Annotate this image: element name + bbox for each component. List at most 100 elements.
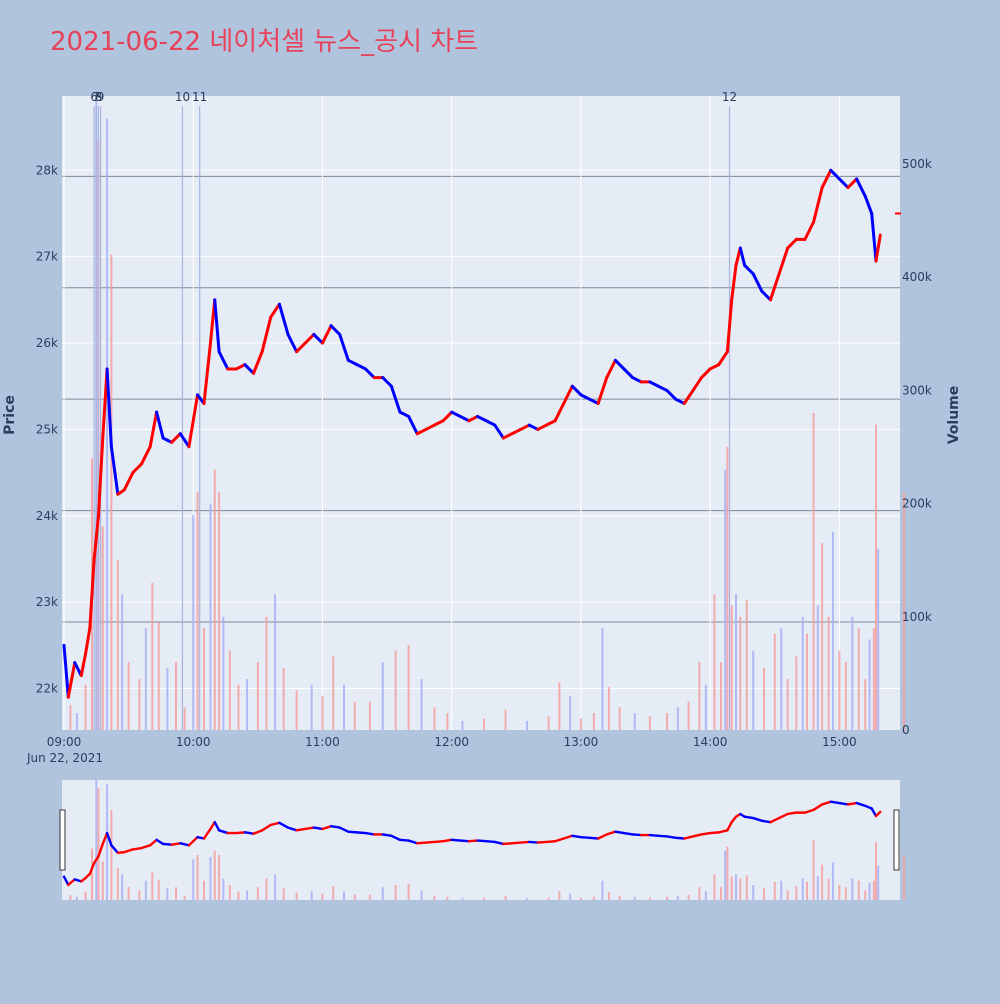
price-segment	[389, 384, 402, 414]
nav-volume-bar	[633, 896, 636, 900]
volume-bar	[407, 645, 410, 730]
price-segment	[96, 436, 105, 518]
nav-price-segment	[870, 807, 878, 818]
nav-volume-bar	[838, 885, 841, 900]
nav-price-segment	[101, 831, 109, 846]
price-segment	[682, 389, 695, 405]
nav-price-segment	[110, 844, 120, 855]
volume-bar	[730, 605, 733, 730]
price-segment	[730, 263, 738, 302]
nav-price-segment	[252, 829, 264, 835]
nav-price-segment	[131, 846, 143, 851]
nav-volume-bar	[579, 897, 582, 900]
volume-bar	[877, 548, 880, 730]
nav-volume-bar	[526, 898, 529, 900]
nav-price-segment	[752, 816, 764, 822]
volume-bar	[222, 616, 225, 730]
nav-price-segment	[390, 834, 402, 842]
nav-volume-bar	[877, 865, 880, 900]
volume-bar	[433, 707, 436, 730]
nav-price-segment	[605, 830, 617, 836]
nav-price-segment	[717, 829, 729, 834]
nav-price-segment	[355, 831, 367, 835]
price-segment	[122, 471, 135, 492]
price-segment	[874, 233, 882, 263]
nav-volume-bar	[213, 850, 216, 900]
range-slider-left-handle[interactable]	[59, 809, 66, 871]
price-segment	[738, 246, 747, 267]
y2-tick-label: 200k	[902, 497, 932, 511]
nav-volume-bar	[256, 887, 259, 900]
chart-title: 2021-06-22 네이처셀 뉴스_공시 차트	[50, 27, 478, 57]
nav-price-segment	[407, 839, 419, 845]
nav-volume-bar	[821, 864, 824, 900]
volume-bar	[903, 492, 905, 730]
nav-price-segment	[596, 833, 608, 840]
price-segment	[570, 384, 583, 397]
price-segment	[493, 423, 505, 440]
price-segment	[178, 432, 191, 449]
nav-volume-bar	[144, 880, 147, 900]
nav-volume-bar	[183, 895, 186, 900]
price-segment	[700, 367, 712, 380]
event-label: 6	[90, 90, 98, 104]
volume-bar	[166, 667, 169, 730]
volume-bar	[84, 684, 87, 730]
volume-bar	[844, 662, 847, 730]
nav-volume-bar	[282, 888, 285, 900]
y2-tick-label: 500k	[902, 157, 932, 171]
nav-volume-bar	[724, 850, 727, 900]
nav-price-segment	[588, 836, 600, 840]
volume-bar	[851, 616, 854, 730]
nav-price-segment	[743, 815, 755, 820]
price-segment	[140, 445, 152, 466]
volume-bar	[864, 679, 867, 730]
nav-price-segment	[123, 848, 135, 854]
nav-volume-bar	[394, 885, 397, 900]
nav-volume-bar	[310, 891, 313, 900]
volume-bar	[483, 718, 485, 730]
nav-volume-bar	[773, 881, 776, 900]
price-segment	[536, 423, 548, 431]
volume-bar	[446, 713, 449, 730]
range-slider-right-handle[interactable]	[893, 809, 900, 871]
nav-price-segment	[170, 842, 182, 846]
grid-lines	[62, 96, 900, 730]
range-slider-series	[62, 780, 905, 900]
volume-bar	[821, 543, 824, 730]
volume-bar	[218, 492, 221, 730]
volume-bar	[745, 599, 748, 730]
price-segment	[656, 384, 669, 393]
price-segment	[88, 557, 96, 630]
event-label: 10	[175, 90, 190, 104]
nav-volume-bar	[97, 788, 100, 900]
volume-bar	[547, 716, 550, 730]
price-segment	[260, 315, 273, 354]
y-tick-label: 27k	[36, 250, 58, 264]
price-segment	[743, 263, 755, 276]
nav-price-segment	[441, 838, 453, 843]
event-label: 7	[92, 90, 100, 104]
price-segment	[691, 376, 704, 393]
volume-bar	[831, 531, 834, 730]
price-segment	[846, 177, 859, 190]
main-plot-area[interactable]	[62, 96, 900, 730]
x-tick-label: 09:00	[47, 735, 82, 749]
price-segment	[432, 419, 445, 427]
price-segment	[202, 341, 212, 405]
price-segment	[519, 423, 531, 431]
volume-bar	[806, 633, 809, 730]
volume-bar	[618, 707, 621, 730]
price-segment	[269, 302, 281, 319]
nav-price-segment	[304, 826, 316, 831]
price-segment	[476, 414, 488, 423]
nav-volume-bar	[110, 810, 113, 900]
nav-price-segment	[553, 837, 565, 843]
nav-volume-bar	[569, 893, 572, 900]
nav-volume-bar	[547, 897, 550, 900]
nav-volume-bar	[433, 895, 436, 900]
volume-bar	[75, 713, 78, 730]
nav-volume-bar	[353, 894, 356, 900]
nav-volume-bar	[795, 886, 798, 900]
